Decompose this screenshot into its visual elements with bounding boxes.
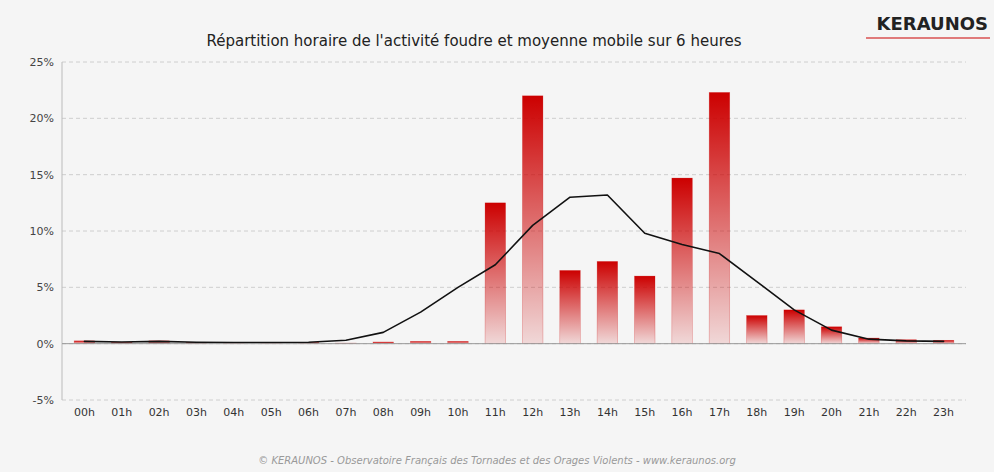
grid-line xyxy=(62,62,966,63)
x-tick-label: 12h xyxy=(522,406,543,419)
x-tick-label: 19h xyxy=(784,406,805,419)
grid-line xyxy=(62,174,966,175)
footer: © KERAUNOS - Observatoire Français des T… xyxy=(258,455,736,466)
x-tick-label: 05h xyxy=(261,406,282,419)
x-tick-label: 09h xyxy=(410,406,431,419)
zero-line xyxy=(62,343,966,344)
x-tick-label: 22h xyxy=(896,406,917,419)
y-tick-label: 0% xyxy=(37,338,54,351)
line xyxy=(84,195,943,343)
y-tick-label: 10% xyxy=(30,225,54,238)
bar xyxy=(597,261,618,343)
grid xyxy=(62,62,966,400)
bar xyxy=(560,270,581,343)
x-tick-label: 01h xyxy=(111,406,132,419)
logo: KERAUNOS xyxy=(877,13,988,34)
x-tick-label: 21h xyxy=(858,406,879,419)
bar xyxy=(634,276,655,344)
grid-line xyxy=(62,118,966,119)
x-tick-label: 04h xyxy=(223,406,244,419)
x-tick-label: 08h xyxy=(373,406,394,419)
x-tick-label: 20h xyxy=(821,406,842,419)
bar xyxy=(747,316,768,344)
x-tick-label: 07h xyxy=(335,406,356,419)
x-tick-label: 00h xyxy=(74,406,95,419)
x-tick-label: 18h xyxy=(746,406,767,419)
grid-line xyxy=(62,343,966,344)
grid-line xyxy=(62,287,966,288)
x-tick-label: 17h xyxy=(709,406,730,419)
x-tick-label: 10h xyxy=(447,406,468,419)
x-tick-label: 11h xyxy=(485,406,506,419)
background xyxy=(0,0,994,472)
x-tick-label: 06h xyxy=(298,406,319,419)
bar xyxy=(485,203,506,344)
logo-underline xyxy=(866,37,990,38)
plot-area xyxy=(74,92,954,343)
y-tick-label: 20% xyxy=(30,112,54,125)
x-tick-label: 02h xyxy=(149,406,170,419)
x-tick-label: 03h xyxy=(186,406,207,419)
y-tick-label: 25% xyxy=(30,56,54,69)
y-tick-label: -5% xyxy=(33,394,54,407)
x-tick-label: 14h xyxy=(597,406,618,419)
bar xyxy=(672,178,693,344)
grid-line xyxy=(62,400,966,401)
x-tick-label: 16h xyxy=(672,406,693,419)
y-tick-label: 5% xyxy=(37,281,54,294)
y-tick-label: 15% xyxy=(30,169,54,182)
x-tick-label: 23h xyxy=(933,406,954,419)
bar xyxy=(709,92,730,343)
bar xyxy=(784,310,805,344)
grid-line xyxy=(62,231,966,232)
x-tick-label: 13h xyxy=(560,406,581,419)
x-tick-label: 15h xyxy=(634,406,655,419)
y-axis-line xyxy=(62,62,63,400)
title: Répartition horaire de l'activité foudre… xyxy=(206,32,741,50)
